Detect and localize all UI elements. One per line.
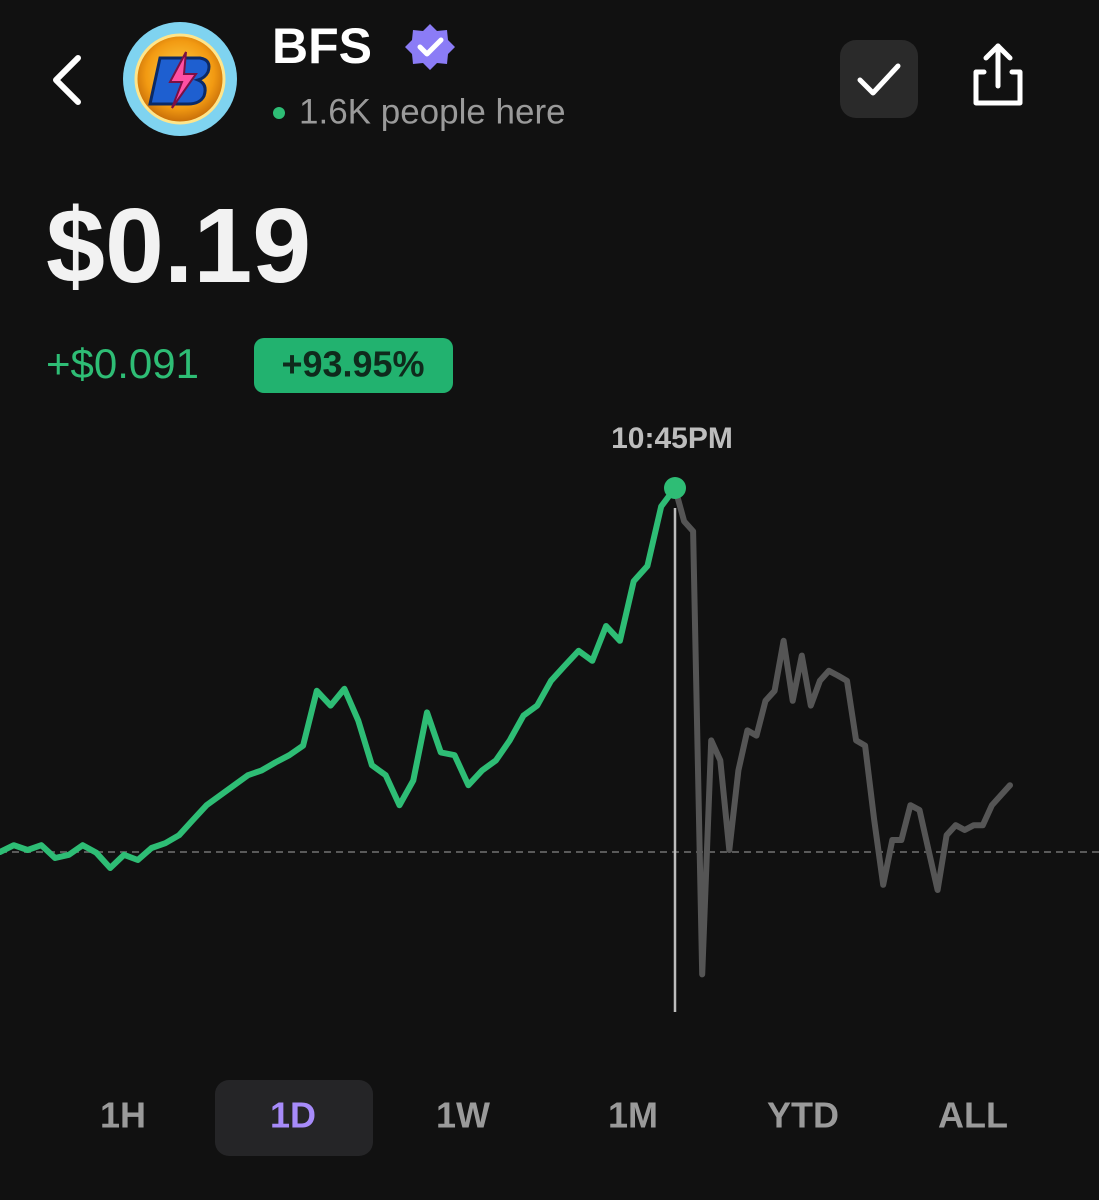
percent-change: +93.95% <box>281 344 424 385</box>
price-line <box>672 485 1013 978</box>
range-tab[interactable]: ALL <box>938 1095 1008 1136</box>
back-button[interactable] <box>53 55 81 105</box>
token-name: BFS <box>272 18 372 74</box>
presence: 1.6K people here <box>299 92 566 131</box>
back-icon <box>53 55 81 105</box>
share-box <box>973 69 1023 106</box>
share-arrowhead <box>983 43 1013 61</box>
range-tab[interactable]: 1H <box>100 1095 146 1136</box>
watchlist-button[interactable] <box>840 40 918 118</box>
price-line <box>0 485 678 871</box>
selected-tab-bg <box>215 1080 373 1156</box>
hover-label: 10:45PM <box>611 422 733 455</box>
verified-badge <box>405 24 455 70</box>
share-button[interactable] <box>973 43 1023 106</box>
range-tab[interactable]: YTD <box>767 1095 839 1136</box>
percent-pill <box>254 338 453 393</box>
price-change: +$0.091 <box>46 340 199 387</box>
avatar <box>123 22 237 136</box>
price: $0.19 <box>46 187 311 305</box>
presence-dot <box>273 107 285 119</box>
range-tab[interactable]: 1D <box>270 1095 316 1136</box>
button-bg <box>840 40 918 118</box>
range-tab[interactable]: 1W <box>436 1095 490 1136</box>
range-tab[interactable]: 1M <box>608 1095 658 1136</box>
hover-dot <box>664 477 686 499</box>
check-icon <box>857 63 901 96</box>
